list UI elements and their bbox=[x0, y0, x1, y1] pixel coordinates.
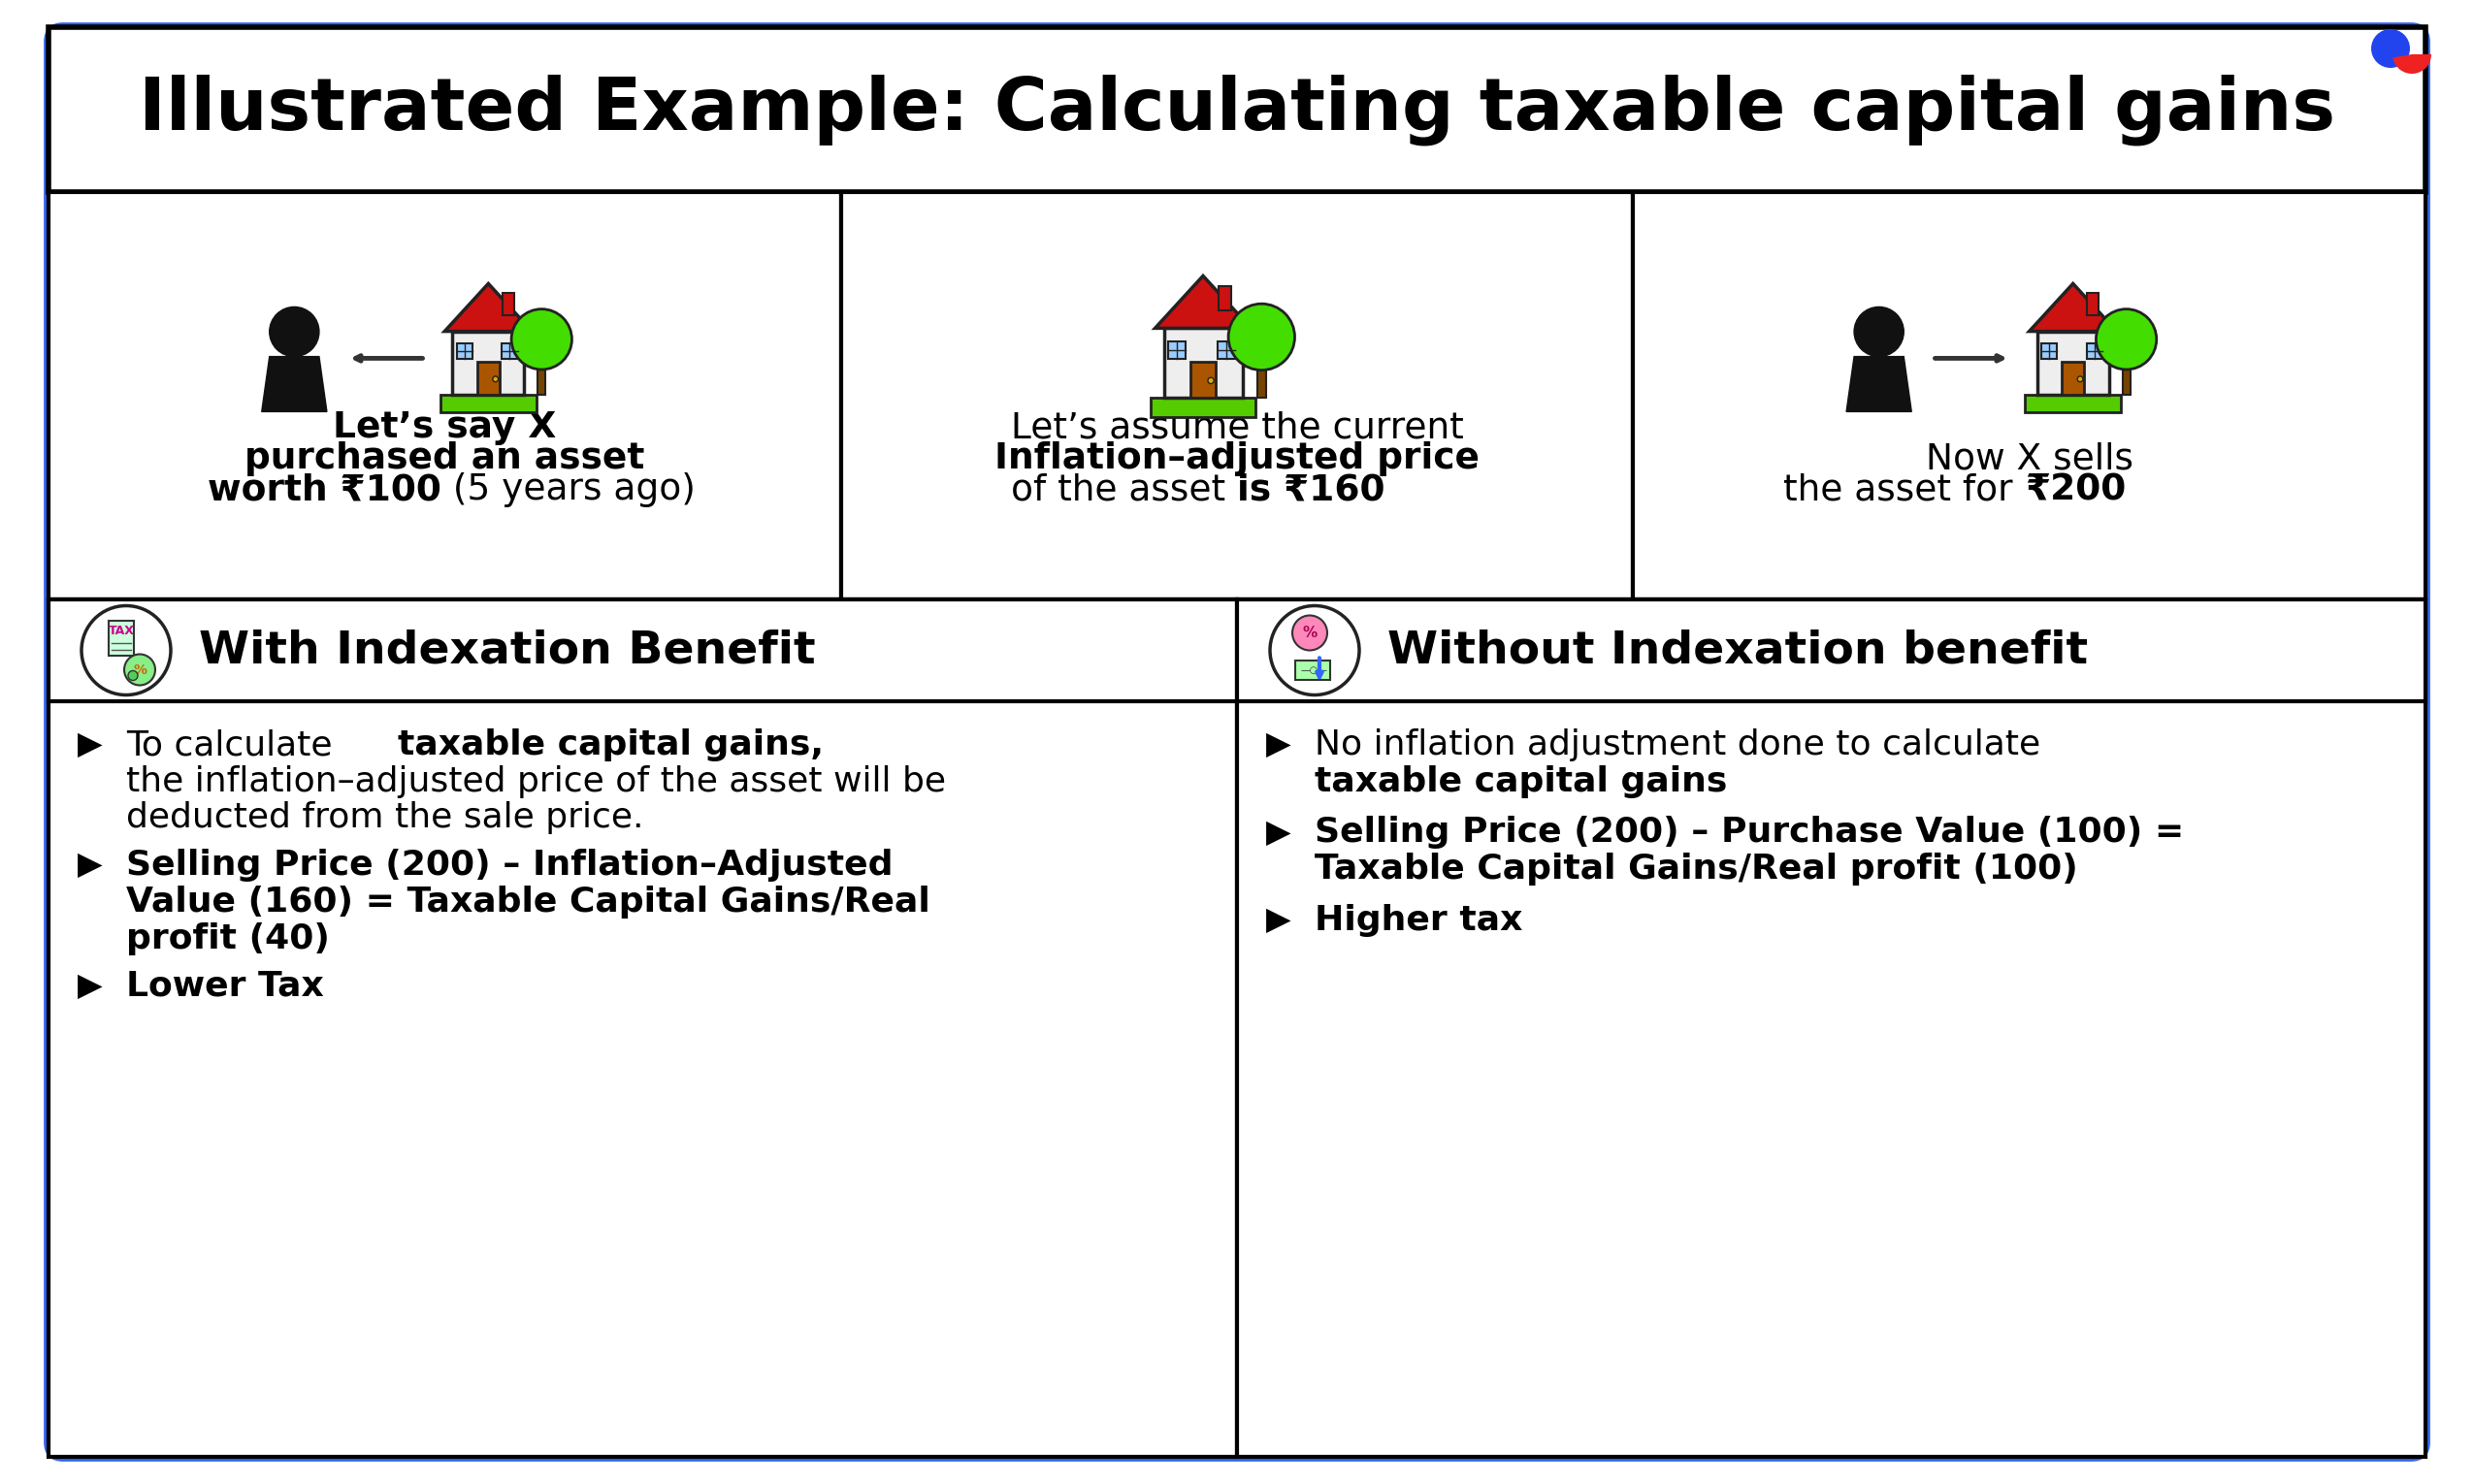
Text: is ₹160: is ₹160 bbox=[1237, 472, 1385, 508]
Circle shape bbox=[2370, 30, 2410, 68]
Text: ▶: ▶ bbox=[1267, 816, 1291, 849]
FancyBboxPatch shape bbox=[49, 27, 2425, 1457]
Text: profit (40): profit (40) bbox=[126, 922, 329, 956]
Text: ▶: ▶ bbox=[77, 969, 101, 1002]
Text: Selling Price (200) – Purchase Value (100) =: Selling Price (200) – Purchase Value (10… bbox=[1314, 816, 2185, 849]
Bar bbox=[502, 343, 517, 359]
Text: taxable capital gains: taxable capital gains bbox=[1314, 764, 1727, 798]
Polygon shape bbox=[2029, 283, 2118, 331]
Bar bbox=[2036, 331, 2108, 395]
Bar bbox=[477, 362, 500, 395]
Bar bbox=[2088, 294, 2098, 316]
Text: Without Indexation benefit: Without Indexation benefit bbox=[1388, 629, 2088, 672]
Polygon shape bbox=[262, 356, 327, 411]
Text: worth ₹100: worth ₹100 bbox=[208, 472, 443, 508]
Text: %: % bbox=[1301, 626, 1316, 640]
Circle shape bbox=[1291, 616, 1326, 650]
Bar bbox=[1257, 355, 1267, 398]
Text: %: % bbox=[134, 663, 146, 677]
Text: No inflation adjustment done to calculate: No inflation adjustment done to calculat… bbox=[1314, 729, 2041, 761]
Bar bbox=[1237, 600, 2425, 1457]
Bar bbox=[2086, 343, 2103, 359]
Circle shape bbox=[270, 307, 319, 356]
Polygon shape bbox=[1846, 356, 1912, 411]
Text: of the asset: of the asset bbox=[1012, 472, 1237, 508]
Text: ▶: ▶ bbox=[1267, 729, 1291, 760]
Bar bbox=[109, 620, 134, 656]
Text: Taxable Capital Gains/Real profit (100): Taxable Capital Gains/Real profit (100) bbox=[1314, 853, 2078, 886]
Bar bbox=[453, 331, 524, 395]
Bar bbox=[502, 294, 515, 316]
Circle shape bbox=[124, 654, 156, 686]
Bar bbox=[49, 27, 2425, 191]
Text: Let’s say X: Let’s say X bbox=[334, 410, 557, 445]
Bar bbox=[2041, 343, 2056, 359]
Bar bbox=[1237, 600, 2425, 702]
Circle shape bbox=[1269, 605, 1358, 695]
Wedge shape bbox=[2392, 55, 2432, 74]
Text: ▶: ▶ bbox=[77, 729, 101, 760]
Text: ▶: ▶ bbox=[1267, 904, 1291, 936]
Circle shape bbox=[1230, 304, 1294, 370]
Text: deducted from the sale price.: deducted from the sale price. bbox=[126, 801, 643, 834]
Text: the asset for: the asset for bbox=[1784, 472, 2024, 508]
Bar bbox=[841, 191, 1633, 600]
Bar bbox=[49, 600, 1237, 702]
Bar bbox=[1163, 328, 1242, 398]
Polygon shape bbox=[445, 283, 532, 331]
Polygon shape bbox=[1155, 276, 1252, 328]
Bar bbox=[1220, 286, 1232, 310]
Bar bbox=[2123, 355, 2130, 395]
Text: Selling Price (200) – Inflation–Adjusted: Selling Price (200) – Inflation–Adjusted bbox=[126, 849, 893, 881]
Text: Illustrated Example: Calculating taxable capital gains: Illustrated Example: Calculating taxable… bbox=[139, 74, 2335, 145]
Text: the inflation–adjusted price of the asset will be: the inflation–adjusted price of the asse… bbox=[126, 764, 945, 798]
Text: —○—: —○— bbox=[1301, 665, 1329, 675]
Bar bbox=[458, 343, 473, 359]
Text: taxable capital gains,: taxable capital gains, bbox=[398, 729, 824, 761]
Text: Value (160) = Taxable Capital Gains/Real: Value (160) = Taxable Capital Gains/Real bbox=[126, 886, 930, 919]
Text: To calculate: To calculate bbox=[126, 729, 344, 761]
Circle shape bbox=[512, 309, 571, 370]
Bar bbox=[2026, 395, 2120, 413]
Text: purchased an asset: purchased an asset bbox=[245, 441, 646, 476]
Bar bbox=[537, 355, 547, 395]
Text: Higher tax: Higher tax bbox=[1314, 904, 1522, 936]
Circle shape bbox=[1207, 377, 1215, 384]
Text: Lower Tax: Lower Tax bbox=[126, 969, 324, 1003]
Bar bbox=[2061, 362, 2083, 395]
Circle shape bbox=[82, 605, 171, 695]
Bar bbox=[1168, 341, 1185, 359]
Text: Now X sells: Now X sells bbox=[1925, 441, 2133, 476]
Text: Inflation–adjusted price: Inflation–adjusted price bbox=[995, 441, 1479, 476]
Text: ₹200: ₹200 bbox=[2024, 472, 2125, 508]
Bar bbox=[1296, 660, 1331, 680]
Text: TAX: TAX bbox=[109, 625, 134, 637]
Text: ▶: ▶ bbox=[77, 849, 101, 881]
Text: With Indexation Benefit: With Indexation Benefit bbox=[198, 629, 816, 672]
Text: Let’s assume the current: Let’s assume the current bbox=[1009, 410, 1465, 445]
Bar bbox=[440, 395, 537, 413]
Circle shape bbox=[2095, 309, 2157, 370]
Bar bbox=[1633, 191, 2425, 600]
Bar bbox=[1190, 362, 1215, 398]
Bar bbox=[1217, 341, 1235, 359]
Circle shape bbox=[2078, 377, 2083, 381]
Circle shape bbox=[1853, 307, 1905, 356]
Text: (5 years ago): (5 years ago) bbox=[443, 472, 695, 508]
Bar bbox=[49, 191, 841, 600]
Bar bbox=[49, 600, 1237, 1457]
Bar bbox=[1150, 398, 1254, 417]
Circle shape bbox=[129, 671, 139, 680]
Circle shape bbox=[492, 377, 497, 381]
